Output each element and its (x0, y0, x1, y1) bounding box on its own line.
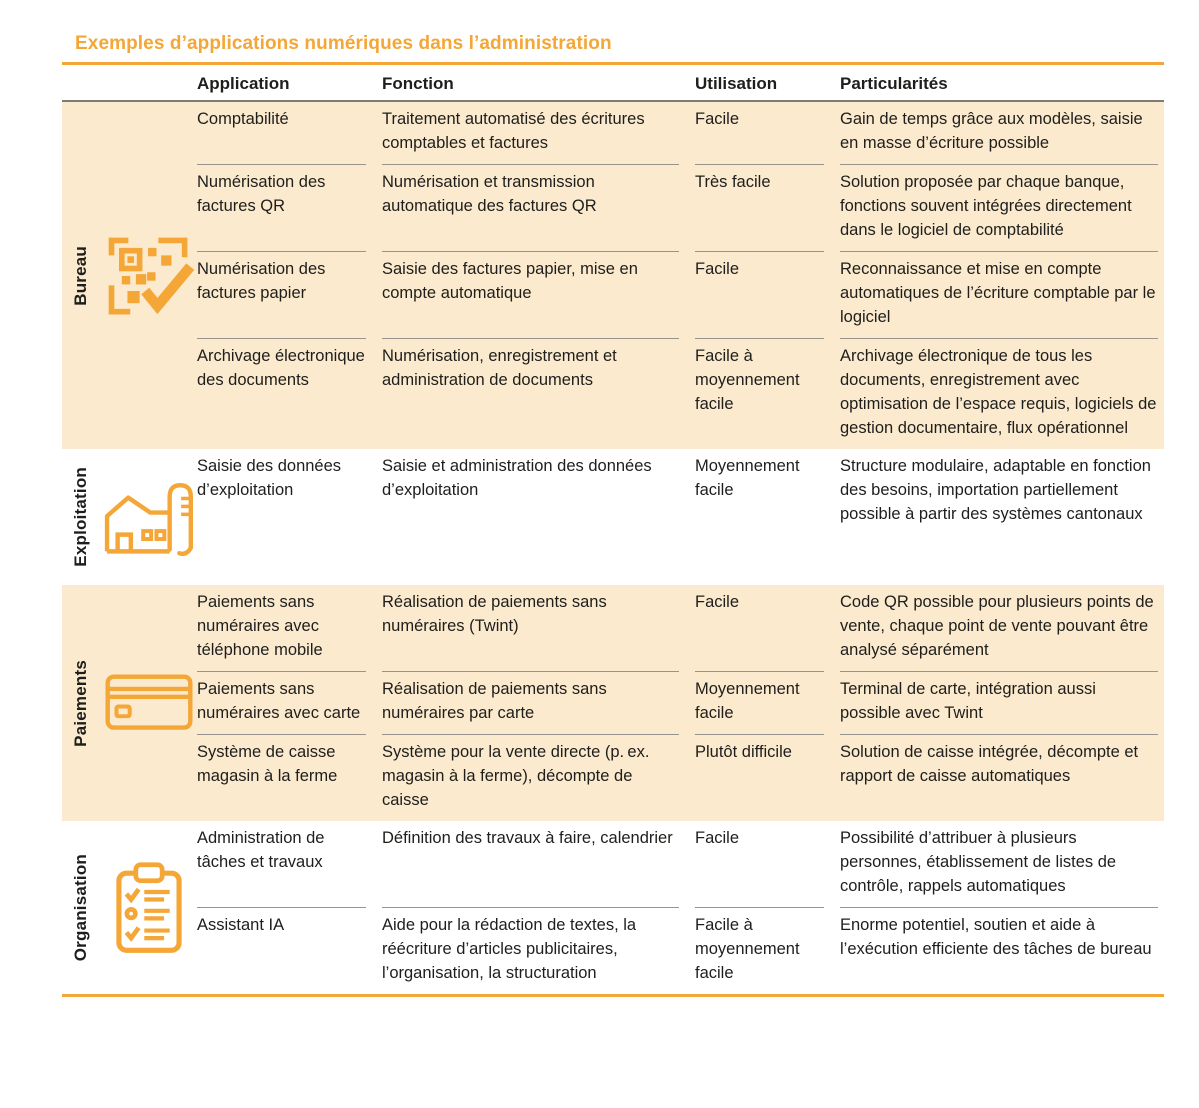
table-row: Paiements sans numéraires avec téléphone… (197, 585, 1164, 671)
particularites-cell: Terminal de carte, intégration aussi pos… (840, 671, 1158, 734)
table-row: Administration de tâches et travaux Défi… (197, 821, 1164, 907)
particularites-cell: Gain de temps grâce aux modèles, saisie … (840, 110, 1143, 152)
page-title: Exemples d’applications numériques dans … (75, 33, 612, 54)
column-header-application: Application (197, 74, 290, 93)
utilisation-cell: Facile (695, 593, 740, 611)
group-label-exploitation: Exploitation (71, 467, 90, 567)
table-row: Archivage électronique des documents Num… (197, 338, 1164, 449)
fonction-cell: Numérisation et transmission automatique… (382, 164, 679, 251)
table-row: Numérisation des factures QR Numérisatio… (197, 164, 1164, 251)
fonction-cell: Aide pour la rédaction de textes, la réé… (382, 907, 679, 994)
table-row: Saisie des données d’exploitation Saisie… (197, 449, 1164, 535)
fonction-cell: Numérisation, enregistrement et administ… (382, 338, 679, 449)
application-cell: Numérisation des factures papier (197, 251, 366, 338)
group-exploitation: Exploitation Saisie des données d’exploi… (62, 449, 1164, 585)
application-cell: Paiements sans numéraires avec téléphone… (197, 593, 323, 659)
group-label-paiements: Paiements (71, 659, 90, 747)
fonction-cell: Réalisation de paiements sans numéraires… (382, 671, 679, 734)
qr-check-icon (108, 237, 194, 314)
applications-table: Exemples d’applications numériques dans … (62, 0, 1164, 997)
column-header-fonction: Fonction (382, 74, 454, 93)
application-cell: Numérisation des factures QR (197, 164, 366, 251)
column-header-utilisation: Utilisation (695, 74, 778, 93)
fonction-cell: Réalisation de paiements sans numéraires… (382, 593, 607, 635)
utilisation-cell: Moyennement facile (695, 671, 824, 734)
utilisation-cell: Facile (695, 829, 740, 847)
fonction-cell: Saisie et administration des données d’e… (382, 457, 652, 499)
particularites-cell: Enorme potentiel, soutien et aide à l’ex… (840, 907, 1158, 994)
table-row: Numérisation des factures papier Saisie … (197, 251, 1164, 338)
utilisation-cell: Facile (695, 251, 824, 338)
bottom-rule (62, 994, 1164, 997)
particularites-cell: Reconnaissance et mise en compte automat… (840, 251, 1158, 338)
group-label-organisation: Organisation (71, 853, 90, 962)
application-cell: Comptabilité (197, 110, 289, 128)
table-header: Application Fonction Utilisation Particu… (62, 65, 1164, 102)
utilisation-cell: Facile à moyennement facile (695, 338, 824, 449)
column-header-particularites: Particularités (840, 74, 948, 93)
particularites-cell: Archivage électronique de tous les docum… (840, 338, 1158, 449)
application-cell: Système de caisse magasin à la ferme (197, 734, 366, 821)
fonction-cell: Traitement automatisé des écritures comp… (382, 110, 645, 152)
particularites-cell: Possibilité d’attribuer à plusieurs pers… (840, 829, 1117, 895)
application-cell: Archivage électronique des documents (197, 338, 366, 449)
credit-card-icon (105, 674, 192, 730)
particularites-cell: Solution de caisse intégrée, décompte et… (840, 734, 1158, 821)
particularites-cell: Solution proposée par chaque banque, fon… (840, 164, 1158, 251)
utilisation-cell: Plutôt difficile (695, 734, 824, 821)
application-cell: Saisie des données d’exploitation (197, 457, 342, 499)
table-row: Système de caisse magasin à la ferme Sys… (197, 734, 1164, 821)
application-cell: Administration de tâches et travaux (197, 829, 325, 871)
utilisation-cell: Moyennement facile (695, 457, 800, 499)
application-cell: Paiements sans numéraires avec carte (197, 671, 366, 734)
table-row: Comptabilité Traitement automatisé des é… (197, 102, 1164, 164)
group-organisation: Organisation Administration de tâches et… (62, 821, 1164, 994)
group-label-bureau: Bureau (71, 245, 90, 306)
table-row: Paiements sans numéraires avec carte Réa… (197, 671, 1164, 734)
farm-icon (104, 483, 194, 557)
utilisation-cell: Facile (695, 110, 740, 128)
application-cell: Assistant IA (197, 907, 366, 994)
fonction-cell: Saisie des factures papier, mise en comp… (382, 251, 679, 338)
particularites-cell: Structure modulaire, adaptable en foncti… (840, 457, 1151, 523)
utilisation-cell: Très facile (695, 164, 824, 251)
fonction-cell: Système pour la vente directe (p. ex. ma… (382, 734, 679, 821)
header-spacer (62, 74, 197, 94)
group-bureau: Bureau Comptabilité Traitement auto (62, 102, 1164, 449)
group-paiements: Paiements Paiements sans numéraires avec… (62, 585, 1164, 821)
table-row: Assistant IA Aide pour la rédaction de t… (197, 907, 1164, 994)
fonction-cell: Définition des travaux à faire, calendri… (382, 829, 673, 847)
particularites-cell: Code QR possible pour plusieurs points d… (840, 593, 1154, 659)
utilisation-cell: Facile à moyennement facile (695, 907, 824, 994)
title-rule (62, 62, 1164, 65)
clipboard-checklist-icon (115, 861, 182, 953)
